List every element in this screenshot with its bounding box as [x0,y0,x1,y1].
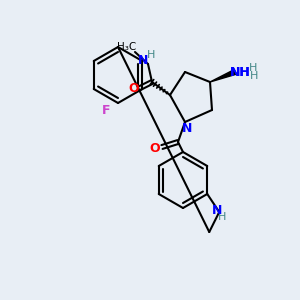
Text: O: O [129,82,139,94]
Text: H: H [249,63,257,73]
Text: H: H [147,50,155,60]
Text: F: F [102,104,110,118]
Text: N: N [212,205,222,218]
Text: H: H [218,212,226,222]
Text: N: N [182,122,192,136]
Text: O: O [150,142,160,154]
Text: N: N [138,53,148,67]
Polygon shape [210,70,236,82]
Text: H: H [250,71,258,81]
Text: NH: NH [230,65,250,79]
Text: H₃C: H₃C [117,42,136,52]
Text: NH: NH [230,65,250,79]
